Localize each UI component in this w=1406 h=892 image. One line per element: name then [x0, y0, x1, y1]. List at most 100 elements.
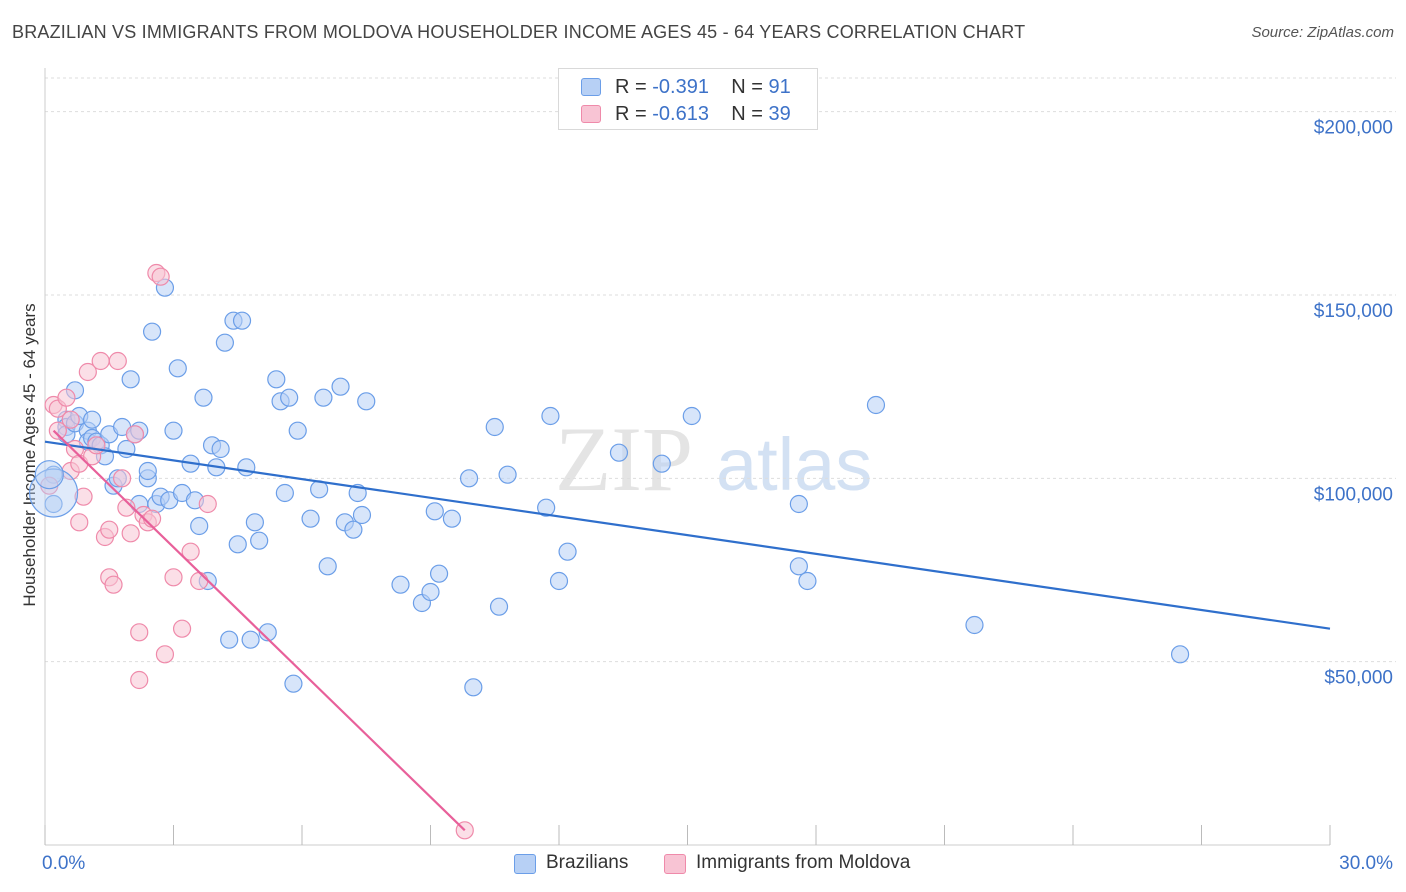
point-brazilian [391, 575, 410, 594]
point-moldova [70, 513, 89, 532]
point-brazilian [652, 454, 671, 473]
point-brazilian [558, 542, 577, 561]
legend-n-value: 39 [768, 103, 791, 125]
point-brazilian [237, 458, 256, 477]
point-brazilian [215, 333, 234, 352]
point-brazilian [866, 395, 886, 415]
point-moldova [198, 494, 217, 514]
point-moldova [142, 509, 162, 528]
point-brazilian [429, 564, 449, 583]
legend-n-value: 91 [768, 76, 791, 98]
series-swatch-brazilians [514, 854, 536, 874]
source-text: Source: ZipAtlas.com [1251, 24, 1394, 41]
legend-n-label: N = [731, 76, 769, 98]
watermark-atlas: atlas [716, 423, 872, 506]
point-brazilian [537, 498, 556, 517]
y-tick-label: $100,000 [1314, 484, 1393, 505]
point-brazilian [442, 509, 462, 528]
point-brazilian [284, 674, 303, 693]
point-brazilian [275, 483, 294, 503]
legend-r-value: -0.391 [652, 76, 709, 98]
series-label-brazilians: Brazilians [546, 852, 629, 873]
x-tick-label: 0.0% [42, 853, 85, 874]
legend-stats-brazilians: R = -0.391 N = 91 [615, 74, 791, 100]
point-brazilian [83, 410, 102, 429]
point-brazilian [344, 520, 363, 539]
series-moldova [40, 263, 474, 840]
trend-line-brazilians [44, 440, 1331, 630]
point-brazilian [245, 513, 264, 532]
point-brazilian [1170, 645, 1190, 664]
point-brazilian [498, 465, 517, 484]
point-brazilian [301, 509, 320, 528]
point-brazilian [682, 406, 701, 426]
point-moldova [74, 487, 93, 506]
point-brazilian [280, 388, 299, 407]
point-moldova [57, 388, 76, 407]
point-brazilian [352, 505, 372, 525]
point-moldova [164, 568, 183, 587]
legend-swatch-moldova [581, 105, 601, 123]
point-brazilian [258, 623, 277, 642]
point-brazilian [190, 516, 209, 536]
point-brazilian [485, 417, 504, 437]
point-brazilian [164, 421, 183, 440]
y-tick-label: $50,000 [1324, 668, 1393, 689]
point-moldova [104, 575, 123, 594]
point-moldova [91, 351, 110, 371]
point-brazilian [267, 370, 286, 389]
point-moldova [181, 542, 200, 561]
point-brazilian [464, 678, 483, 697]
point-brazilian [421, 582, 440, 602]
point-brazilian [489, 597, 509, 616]
point-moldova [151, 267, 170, 286]
y-tick-label: $150,000 [1314, 301, 1393, 322]
legend-r-value: -0.613 [652, 103, 709, 125]
point-brazilian [211, 439, 230, 459]
point-moldova [48, 421, 67, 440]
point-brazilian [459, 469, 479, 488]
point-brazilian [357, 392, 376, 411]
point-brazilian [789, 494, 808, 514]
point-moldova [61, 410, 80, 429]
point-moldova [190, 571, 209, 591]
point-moldova [87, 436, 106, 455]
point-brazilian [609, 443, 629, 462]
point-brazilian [965, 615, 984, 635]
point-brazilian [168, 359, 187, 378]
legend-r-label: R = [615, 103, 653, 125]
point-moldova [108, 351, 127, 371]
series-label-moldova: Immigrants from Moldova [696, 852, 911, 873]
point-brazilian [121, 370, 140, 389]
point-brazilian [241, 630, 260, 649]
chart-title: BRAZILIAN VS IMMIGRANTS FROM MOLDOVA HOU… [12, 22, 1026, 42]
point-moldova [130, 623, 149, 642]
series-swatch-moldova [664, 854, 686, 874]
y-tick-label: $200,000 [1314, 118, 1393, 139]
point-brazilian [314, 388, 333, 407]
stats-legend: R = -0.391 N = 91 R = -0.613 N = 39 [558, 68, 818, 130]
point-brazilian [425, 502, 444, 521]
point-brazilian [44, 494, 63, 514]
point-moldova [112, 469, 132, 488]
point-moldova [125, 425, 145, 444]
point-brazilian [789, 557, 808, 576]
point-brazilian [288, 421, 307, 440]
point-brazilian [798, 571, 817, 591]
legend-stats-moldova: R = -0.613 N = 39 [615, 101, 791, 127]
point-brazilian [232, 311, 252, 330]
point-moldova [100, 520, 119, 539]
trend-line-moldova [52, 429, 466, 832]
point-brazilian [250, 531, 269, 550]
point-brazilian [228, 535, 247, 554]
point-brazilian-large [34, 460, 64, 490]
legend-n-label: N = [731, 103, 769, 125]
legend-r-label: R = [615, 76, 653, 98]
point-brazilian [549, 571, 569, 591]
x-tick-label: 30.0% [1339, 853, 1393, 874]
point-brazilian-large [28, 468, 79, 518]
point-moldova [117, 498, 136, 517]
point-brazilian [194, 388, 213, 407]
point-moldova [121, 524, 140, 543]
